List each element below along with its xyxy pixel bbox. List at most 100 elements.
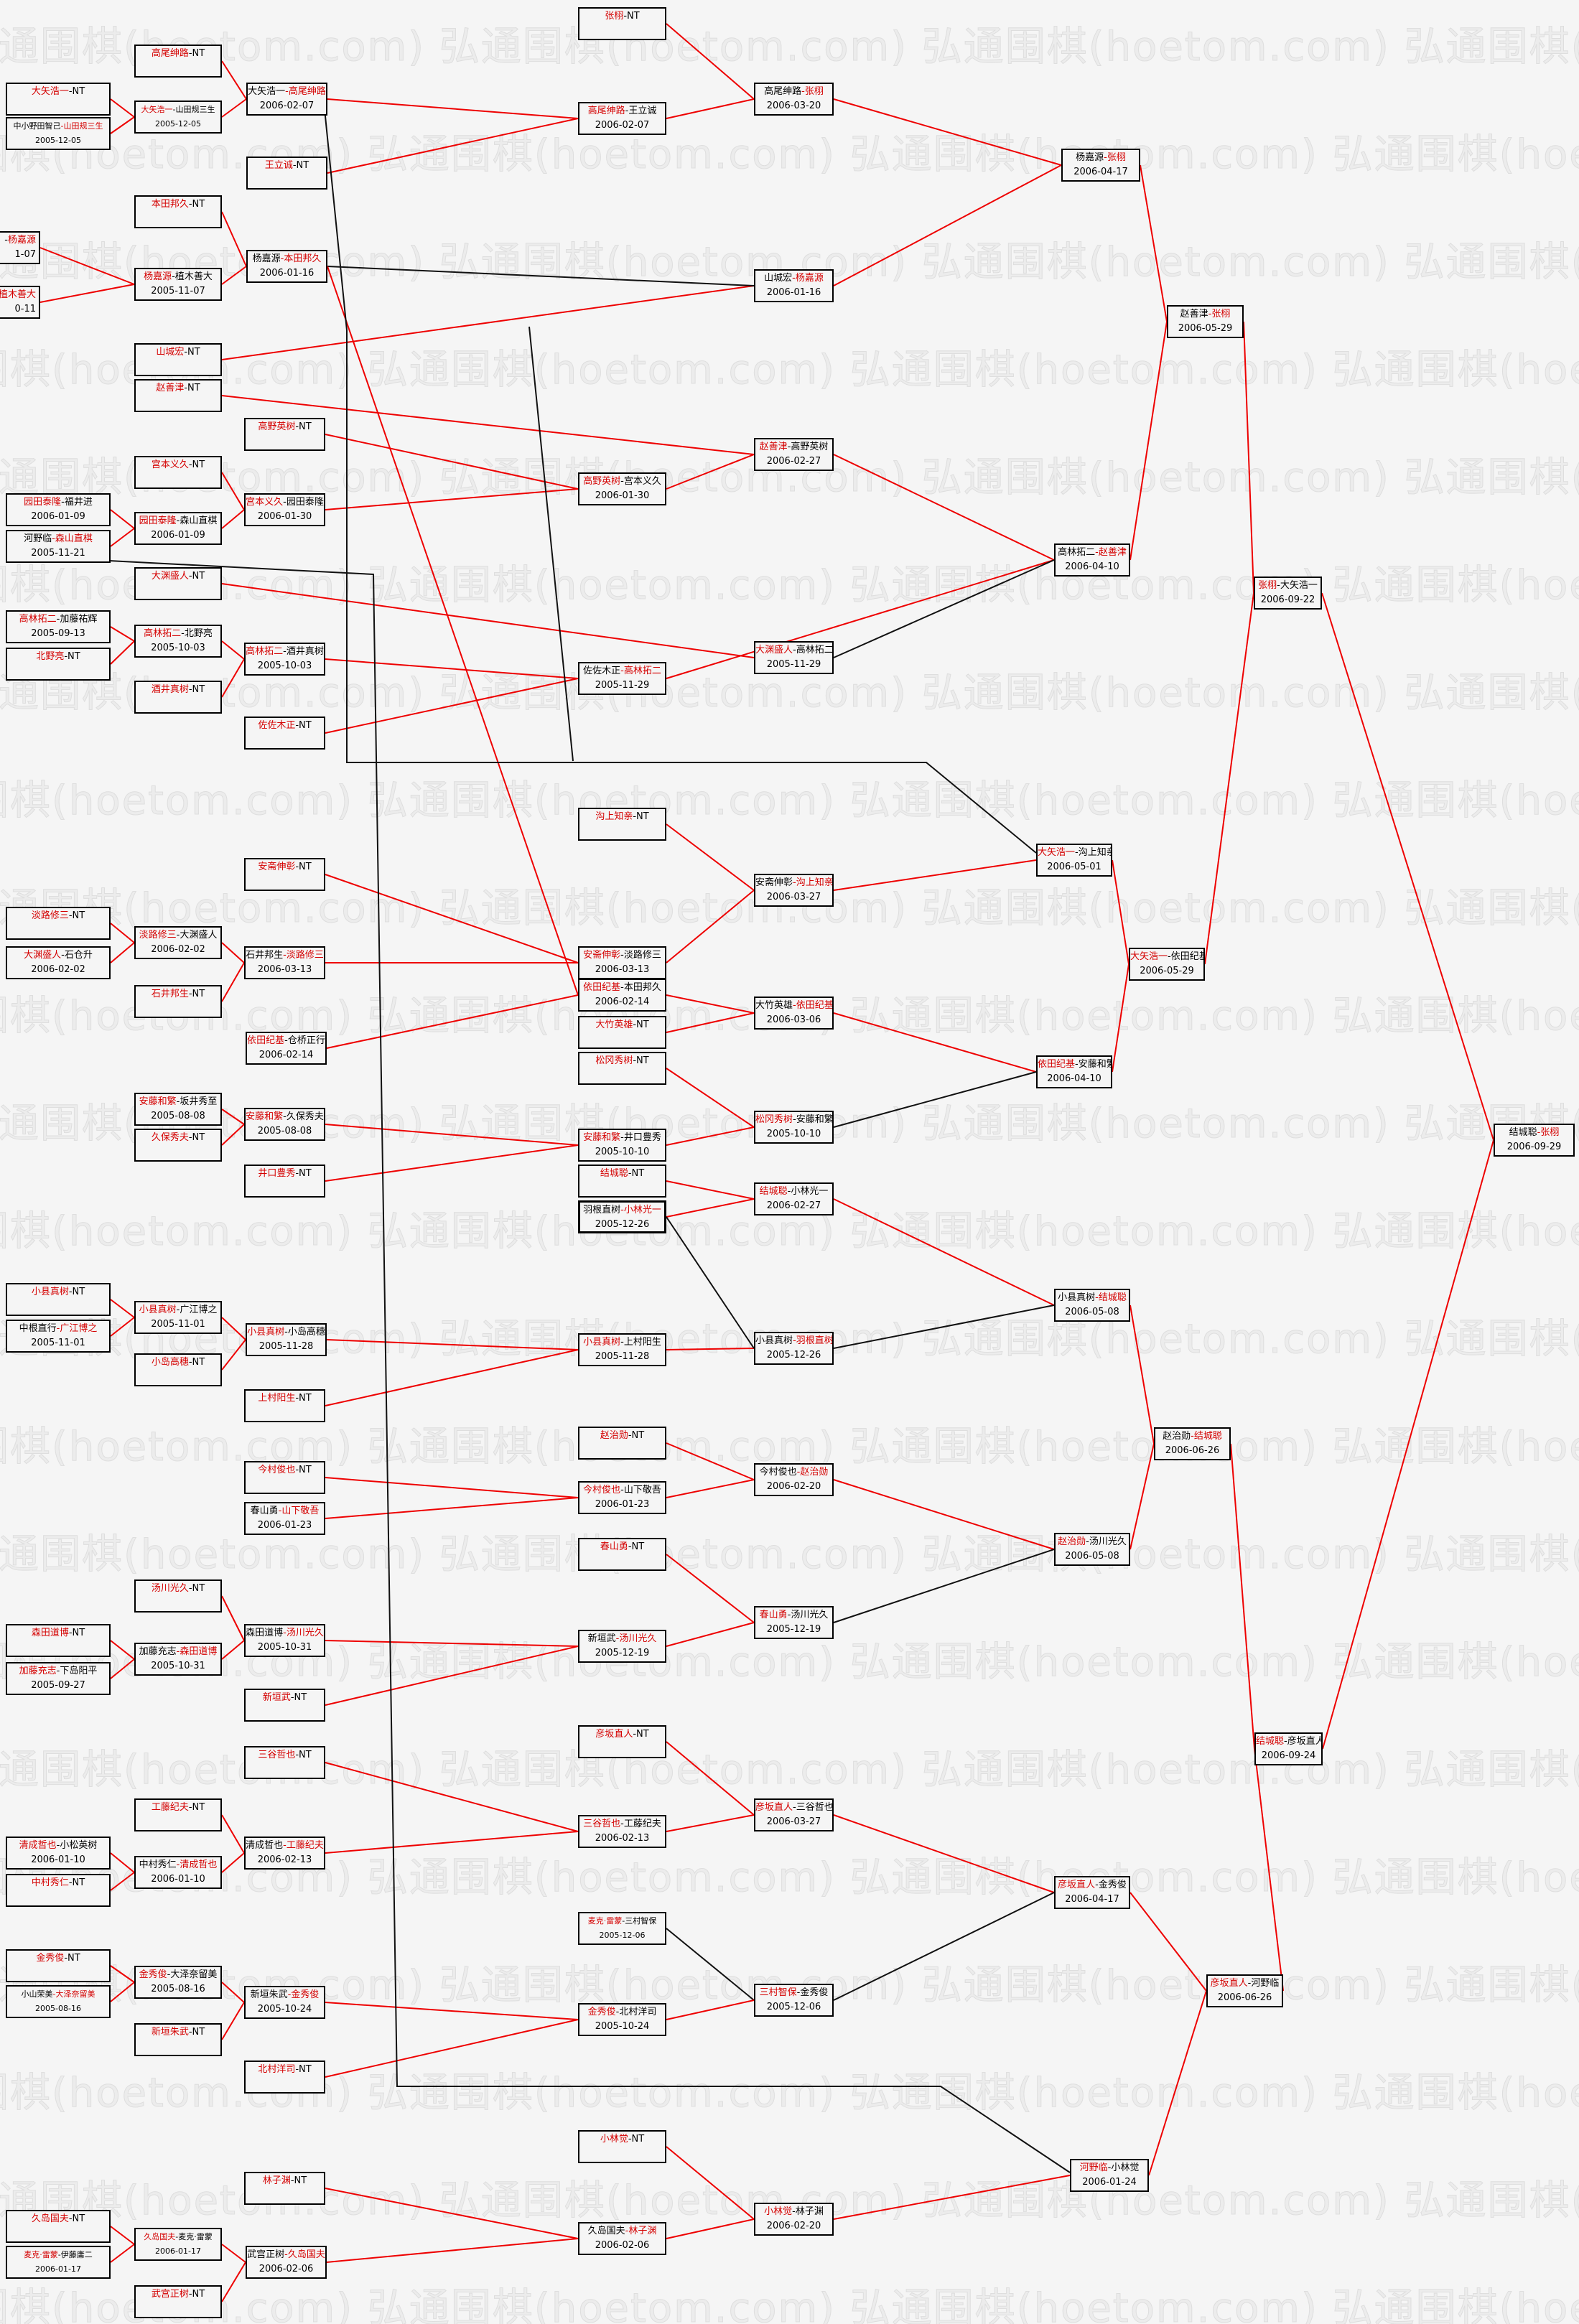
- match-box-65[interactable]: 小县真树-NT: [6, 1283, 111, 1316]
- match-box-118[interactable]: 久岛国夫-麦克·雷蒙 2006-01-17: [134, 2228, 222, 2261]
- match-box-71[interactable]: 小县真树-上村阳生 2005-11-28: [578, 1333, 666, 1366]
- match-box-9[interactable]: 高尾绅路-张栩 2006-03-20: [754, 83, 834, 116]
- match-box-23[interactable]: 园田泰隆-森山直棋 2006-01-09: [134, 512, 222, 545]
- match-box-50[interactable]: 依田纪基-本田邦久 2006-02-14: [578, 979, 666, 1012]
- match-box-58[interactable]: 安藤和繁-井口豊秀 2005-10-10: [578, 1129, 666, 1162]
- match-box-92[interactable]: 清成哲也-小松英树 2006-01-10: [6, 1837, 111, 1870]
- match-box-89[interactable]: 新垣武-汤川光久 2005-12-19: [578, 1630, 666, 1663]
- match-box-112[interactable]: 久岛国夫-林子渊 2006-02-06: [578, 2222, 666, 2255]
- match-box-98[interactable]: 彦坂直人-三谷哲也 2006-03-27: [754, 1798, 834, 1831]
- match-box-35[interactable]: 高林拓二-酒井真树 2005-10-03: [244, 643, 325, 676]
- match-box-117[interactable]: 麦克·雷蒙-伊藤庸二 2006-01-17: [6, 2246, 111, 2279]
- match-box-57[interactable]: 井口豊秀-NT: [244, 1165, 325, 1198]
- match-box-79[interactable]: 赵治勋-结城聪 2006-06-26: [1154, 1427, 1231, 1460]
- match-box-90[interactable]: 三谷哲也-NT: [244, 1746, 325, 1779]
- match-box-105[interactable]: 新垣朱武-NT: [134, 2023, 222, 2056]
- match-box-5[interactable]: 中小野田智己-山田规三生 2005-12-05: [6, 117, 111, 150]
- match-box-30[interactable]: 大渊盛人-高林拓二 2005-11-29: [754, 641, 834, 674]
- match-box-43[interactable]: 淡路修三-大渊盛人 2006-02-02: [134, 926, 222, 959]
- match-box-44[interactable]: 石井邦生-NT: [134, 985, 222, 1018]
- match-box-1[interactable]: 张栩-NT: [578, 7, 666, 40]
- match-box-99[interactable]: 麦克·雷蒙-三村智保 2005-12-06: [578, 1912, 666, 1945]
- match-box-62[interactable]: 结城聪-NT: [578, 1165, 666, 1198]
- match-box-12[interactable]: 杨嘉源-植木善大 2005-11-07: [134, 268, 222, 301]
- match-box-51[interactable]: 大竹英雄-NT: [578, 1016, 666, 1049]
- match-box-103[interactable]: 小山荣美-大泽奈留美 2005-08-16: [6, 1985, 111, 2018]
- match-box-14[interactable]: 杨嘉源-本田邦久 2006-01-16: [246, 250, 327, 283]
- match-box-102[interactable]: 金秀俊-NT: [6, 1949, 111, 1982]
- match-box-87[interactable]: 新垣武-NT: [244, 1689, 325, 1722]
- match-box-49[interactable]: 依田纪基-仓桥正行 2006-02-14: [246, 1032, 327, 1065]
- match-box-61[interactable]: 大矢浩一-依田纪基 2006-05-29: [1129, 948, 1205, 981]
- match-box-40[interactable]: 安斋伸彰-NT: [244, 858, 325, 891]
- match-box-82[interactable]: 汤川光久-NT: [134, 1579, 222, 1613]
- match-box-120[interactable]: 武宫正树-久岛国夫 2006-02-06: [246, 2246, 327, 2279]
- match-box-6[interactable]: 大矢浩一-高尾绅路 2006-02-07: [246, 83, 327, 116]
- match-box-68[interactable]: 小岛高穗-NT: [134, 1353, 222, 1386]
- match-box-107[interactable]: 北村洋司-NT: [244, 2061, 325, 2094]
- match-box-19[interactable]: 赵善津-张栩 2006-05-29: [1167, 305, 1244, 338]
- match-box-48[interactable]: 大矢浩一-沟上知亲 2006-05-01: [1036, 844, 1112, 877]
- match-box-22[interactable]: 园田泰隆-福井进 2006-01-09: [6, 493, 111, 526]
- match-box-28[interactable]: 高林拓二-赵善津 2006-04-10: [1054, 543, 1130, 577]
- match-box-77[interactable]: 赵治勋-NT: [578, 1427, 666, 1460]
- match-box-114[interactable]: 河野临-小林觉 2006-01-24: [1070, 2159, 1149, 2192]
- match-box-86[interactable]: 森田道博-汤川光久 2005-10-31: [244, 1624, 325, 1657]
- match-box-113[interactable]: 小林觉-林子渊 2006-02-20: [754, 2203, 834, 2236]
- match-box-41[interactable]: 淡路修三-NT: [6, 907, 111, 940]
- match-box-11[interactable]: -杨嘉源 1-07: [0, 231, 40, 264]
- match-box-3[interactable]: 大矢浩一-NT: [6, 83, 111, 116]
- match-box-42[interactable]: 大渊盛人-石仓升 2006-02-02: [6, 946, 111, 979]
- match-box-88[interactable]: 春山勇-汤川光久 2005-12-19: [754, 1606, 834, 1639]
- match-box-59[interactable]: 松冈秀树-安藤和繁 2005-10-10: [754, 1111, 834, 1144]
- match-box-46[interactable]: 安斋伸彰-淡路修三 2006-03-13: [578, 946, 666, 979]
- match-box-45[interactable]: 石井邦生-淡路修三 2006-03-13: [244, 946, 325, 979]
- match-box-110[interactable]: 结城聪-彦坂直人 2006-09-24: [1254, 1732, 1323, 1765]
- match-box-93[interactable]: 中村秀仁-NT: [6, 1874, 111, 1907]
- match-box-4[interactable]: 大矢浩一-山田规三生 2005-12-05: [134, 101, 222, 134]
- match-box-52[interactable]: 大竹英雄-依田纪基 2006-03-06: [754, 997, 834, 1030]
- match-box-16[interactable]: 杨嘉源-张栩 2006-04-17: [1061, 149, 1140, 182]
- match-box-36[interactable]: 酒井真树-NT: [134, 681, 222, 714]
- match-box-10[interactable]: 本田邦久-NT: [134, 195, 222, 228]
- match-box-24[interactable]: 河野临-森山直棋 2005-11-21: [6, 530, 111, 563]
- match-box-47[interactable]: 安斋伸彰-沟上知亲 2006-03-27: [754, 874, 834, 907]
- match-box-39[interactable]: 沟上知亲-NT: [578, 808, 666, 841]
- match-box-21[interactable]: 宫本义久-NT: [134, 456, 222, 489]
- match-box-84[interactable]: 加藤充志-下岛阳平 2005-09-27: [6, 1662, 111, 1695]
- match-box-15[interactable]: 山城宏-杨嘉源 2006-01-16: [754, 269, 834, 302]
- match-box-78[interactable]: 今村俊也-赵治勋 2006-02-20: [754, 1463, 834, 1496]
- match-box-26[interactable]: 高野英树-宫本义久 2006-01-30: [578, 472, 666, 505]
- match-box-53[interactable]: 松冈秀树-NT: [578, 1052, 666, 1085]
- match-box-25[interactable]: 宫本义久-园田泰隆 2006-01-30: [244, 493, 325, 526]
- match-box-67[interactable]: 小县真树-广江博之 2005-11-01: [134, 1301, 222, 1334]
- match-box-121[interactable]: 结城聪-张栩 2006-09-29: [1494, 1124, 1575, 1157]
- match-box-80[interactable]: 赵治勋-汤川光久 2006-05-08: [1054, 1533, 1130, 1566]
- match-box-17[interactable]: 山城宏-NT: [134, 343, 222, 376]
- match-box-96[interactable]: 三谷哲也-工藤纪夫 2006-02-13: [578, 1815, 666, 1848]
- match-box-95[interactable]: 清成哲也-工藤纪夫 2006-02-13: [244, 1837, 325, 1870]
- match-box-7[interactable]: 王立诚-NT: [246, 157, 327, 190]
- match-box-72[interactable]: 小县真树-羽根直树 2005-12-26: [754, 1332, 834, 1365]
- match-box-91[interactable]: 工藤纪夫-NT: [134, 1798, 222, 1831]
- match-box-32[interactable]: 高林拓二-加藤祐辉 2005-09-13: [6, 610, 111, 643]
- match-box-69[interactable]: 小县真树-小岛高穗 2005-11-28: [246, 1323, 327, 1356]
- match-box-106[interactable]: 新垣朱武-金秀俊 2005-10-24: [244, 1986, 325, 2019]
- match-box-94[interactable]: 中村秀仁-清成哲也 2006-01-10: [134, 1856, 222, 1889]
- match-box-75[interactable]: 春山勇-山下敬吾 2006-01-23: [244, 1502, 325, 1535]
- match-box-66[interactable]: 中根直行-广江博之 2005-11-01: [6, 1320, 111, 1353]
- match-box-33[interactable]: 北野亮-NT: [6, 648, 111, 681]
- match-box-119[interactable]: 武宫正树-NT: [134, 2285, 222, 2318]
- match-box-8[interactable]: 高尾绅路-王立诚 2006-02-07: [578, 102, 666, 135]
- match-box-29[interactable]: 大渊盛人-NT: [134, 567, 222, 600]
- match-box-31[interactable]: 佐佐木正-高林拓二 2005-11-29: [578, 662, 666, 695]
- match-box-116[interactable]: 久岛国夫-NT: [6, 2210, 111, 2243]
- match-box-54[interactable]: 安藤和繁-坂井秀至 2005-08-08: [134, 1093, 222, 1126]
- match-box-38[interactable]: 张栩-大矢浩一 2006-09-22: [1254, 577, 1322, 610]
- match-box-34[interactable]: 高林拓二-北野亮 2005-10-03: [134, 625, 222, 658]
- match-box-76[interactable]: 今村俊也-山下敬吾 2006-01-23: [578, 1481, 666, 1514]
- match-box-85[interactable]: 加藤充志-森田道博 2005-10-31: [134, 1643, 222, 1676]
- match-box-63[interactable]: 羽根直树-小林光一 2005-12-26: [578, 1200, 666, 1233]
- match-box-60[interactable]: 依田纪基-安藤和繁 2006-04-10: [1036, 1055, 1112, 1088]
- match-box-104[interactable]: 金秀俊-大泽奈留美 2005-08-16: [134, 1966, 222, 1999]
